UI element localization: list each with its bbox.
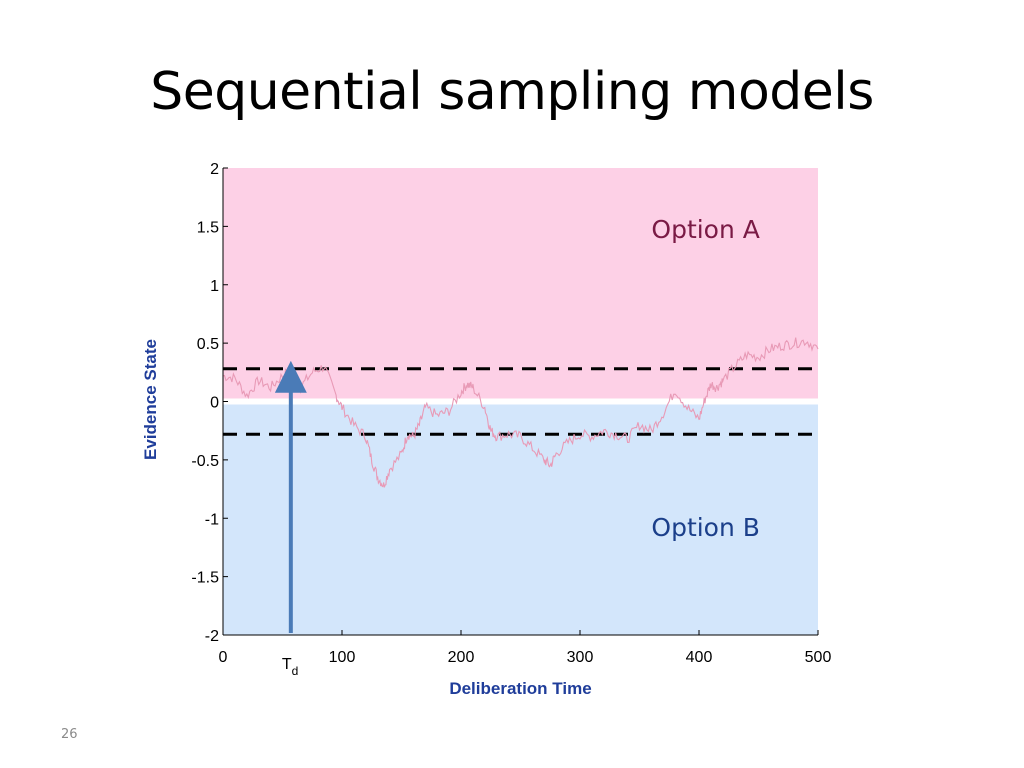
regions-layer [223,168,818,635]
x-tick-label: 400 [686,649,713,666]
decision-time-subscript: d [292,664,299,678]
evidence-series-line [222,337,819,488]
region-option-b [223,404,818,635]
y-tick-label: 0 [210,395,219,412]
y-tick-label: -0.5 [191,453,219,470]
y-axis-title: Evidence State [141,339,160,460]
axes-layer [222,167,819,636]
y-tick-label: -1.5 [191,570,219,587]
x-tick-label: 200 [448,649,475,666]
x-tick-label: 300 [567,649,594,666]
series-layer [222,337,819,488]
y-tick-label: 1 [210,278,219,295]
slide-number: 26 [61,727,78,742]
y-tick-label: 1.5 [197,219,219,236]
x-axis-title: Deliberation Time [449,679,591,698]
y-tick-label: 0.5 [197,336,219,353]
region-label-option-a: Option A [651,215,759,244]
y-tick-label: -1 [205,511,219,528]
x-tick-label: 0 [219,649,228,666]
slide-title: Sequential sampling models [150,62,874,122]
x-tick-label: 500 [805,649,832,666]
region-label-option-b: Option B [651,513,760,542]
y-tick-label: -2 [205,628,219,645]
y-tick-label: 2 [210,161,219,178]
decision-time-label: Td [282,656,298,678]
region-option-a [223,168,818,399]
x-tick-label: 100 [329,649,356,666]
